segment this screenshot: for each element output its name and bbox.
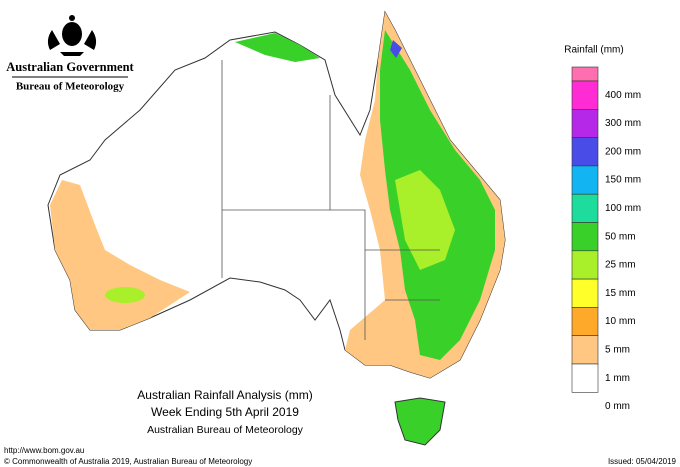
west-rain bbox=[50, 180, 190, 330]
bureau-name: Bureau of Meteorology bbox=[16, 81, 125, 93]
agency-name: Australian Government bbox=[6, 60, 134, 74]
legend-label: 5 mm bbox=[605, 344, 630, 355]
tasmania bbox=[394, 397, 446, 446]
map-source: Australian Bureau of Meteorology bbox=[147, 424, 304, 436]
legend-label: 25 mm bbox=[605, 260, 636, 271]
legend-label: 100 mm bbox=[605, 203, 641, 214]
legend-swatch bbox=[571, 250, 599, 280]
legend: 400 mm 300 mm 200 mm 150 mm 100 mm 50 mm 25 mm… bbox=[571, 66, 641, 412]
blue-spot bbox=[390, 40, 402, 58]
legend-label: 50 mm bbox=[605, 231, 636, 242]
legend-swatch bbox=[571, 335, 599, 365]
legend-swatch bbox=[571, 109, 599, 138]
east-rain-lime bbox=[395, 170, 455, 270]
footer-copyright: © Commonwealth of Australia 2019, Austra… bbox=[4, 457, 252, 466]
west-rain-spot bbox=[105, 287, 145, 303]
crest bbox=[47, 15, 97, 56]
legend-swatch bbox=[571, 278, 599, 308]
legend-label: 150 mm bbox=[605, 175, 641, 186]
map-subtitle: Week Ending 5th April 2019 bbox=[151, 405, 299, 419]
legend-swatch bbox=[571, 363, 599, 393]
legend-title: Rainfall (mm) bbox=[564, 45, 623, 56]
north-rain bbox=[235, 33, 320, 62]
state-borders bbox=[221, 60, 440, 340]
legend-label: 10 mm bbox=[605, 316, 636, 327]
legend-label: 300 mm bbox=[605, 118, 641, 129]
legend-swatch bbox=[571, 193, 599, 223]
footer-issued: Issued: 05/04/2019 bbox=[608, 457, 677, 466]
legend-swatch bbox=[571, 66, 599, 82]
australia-map bbox=[47, 10, 506, 446]
footer-url: http://www.bom.gov.au bbox=[4, 446, 84, 455]
legend-label: 200 mm bbox=[605, 146, 641, 157]
legend-swatch bbox=[571, 137, 599, 167]
legend-swatch bbox=[571, 307, 599, 336]
legend-swatch bbox=[571, 80, 599, 110]
legend-swatch bbox=[571, 165, 599, 195]
legend-label: 400 mm bbox=[605, 90, 641, 101]
legend-swatch bbox=[571, 222, 599, 252]
legend-label: 1 mm bbox=[605, 373, 630, 384]
legend-label: 15 mm bbox=[605, 288, 636, 299]
map-title: Australian Rainfall Analysis (mm) bbox=[137, 388, 312, 402]
legend-label: 0 mm bbox=[605, 401, 630, 412]
